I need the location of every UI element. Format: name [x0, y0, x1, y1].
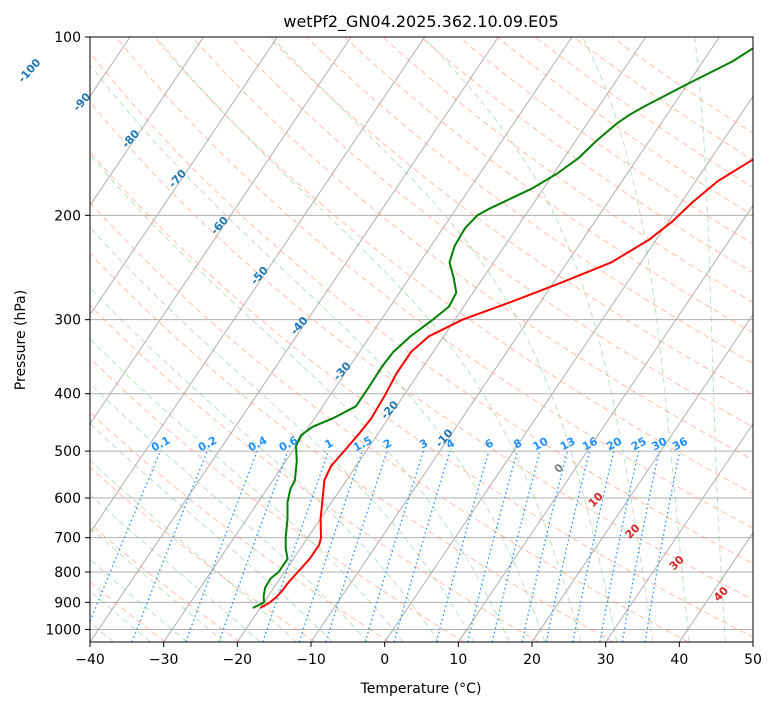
dry-adiabat-line: [90, 252, 614, 642]
moist-adiabat-line: [90, 494, 261, 642]
mixing-ratio-label: 36: [670, 435, 690, 454]
y-tick-label: 200: [54, 208, 81, 224]
moist-adiabat-line: [90, 226, 475, 642]
mixing-ratio-line: [644, 450, 681, 642]
isotherm-line: [310, 37, 720, 642]
plot-frame: [89, 36, 754, 643]
dry-adiabat-line: [90, 466, 315, 642]
dry-adiabat-line: [115, 37, 753, 529]
mixing-ratio-label: 20: [604, 435, 624, 454]
y-tick-label: 900: [54, 595, 81, 611]
y-tick-label: 400: [54, 387, 81, 403]
y-tick-label: 300: [54, 313, 81, 329]
dry-adiabat-line: [535, 37, 753, 188]
isotherm-line: [457, 204, 753, 642]
dry-adiabat-line: [268, 37, 753, 396]
dry-adiabat-line: [90, 201, 689, 642]
y-tick-label: 600: [54, 491, 81, 507]
x-tick-label: 50: [744, 652, 762, 668]
moist-adiabat-line: [90, 590, 151, 642]
isotherm-line: [605, 422, 753, 642]
y-tick-label: 800: [54, 565, 81, 581]
mixing-ratio-line: [298, 450, 364, 642]
moist-adiabat-line: [90, 526, 225, 642]
moist-adiabat-line: [90, 154, 510, 642]
dry-adiabat-line: [344, 37, 753, 334]
x-tick-label: 30: [597, 652, 615, 668]
x-tick-label: −20: [223, 652, 253, 668]
mixing-ratio-line: [262, 450, 330, 642]
mixing-ratio-line: [131, 450, 208, 642]
isotherm-line: [531, 313, 753, 642]
dewpoint-line: [252, 47, 753, 609]
background-lines: [90, 37, 753, 642]
moist-adiabat-line: [90, 422, 333, 642]
data-series: [252, 47, 753, 609]
moist-adiabat-line: [90, 64, 546, 642]
isotherm-line: [163, 37, 573, 642]
y-tick-label: 500: [54, 444, 81, 460]
dry-adiabat-line: [90, 523, 241, 642]
isotherm-line: [90, 37, 352, 425]
moist-adiabat-line: [90, 286, 439, 642]
dry-adiabat-line: [90, 357, 465, 642]
x-tick-label: 40: [670, 652, 688, 668]
isotherm-line: [384, 95, 753, 642]
dry-adiabat-line: [90, 151, 753, 638]
x-tick-label: −30: [149, 652, 179, 668]
moist-adiabat-line: [694, 37, 727, 642]
dry-adiabat-line: [90, 304, 540, 642]
mixing-ratio-label: 16: [580, 435, 600, 454]
y-axis-label: Pressure (hPa): [13, 290, 29, 390]
x-axis-label: Temperature (°C): [360, 681, 482, 697]
x-tick-label: −40: [75, 652, 105, 668]
mixing-ratio-line: [364, 450, 425, 642]
y-tick-label: 700: [54, 531, 81, 547]
isotherm-line: [90, 37, 499, 642]
moist-adiabat-line: [582, 37, 690, 642]
mixing-ratio-line: [393, 450, 451, 642]
dry-adiabat-line: [306, 37, 753, 364]
mixing-ratio-line: [572, 450, 615, 642]
mixing-ratio-label: 25: [629, 435, 649, 454]
moist-adiabat-line: [90, 382, 369, 642]
moist-adiabat-line: [90, 459, 297, 642]
dry-adiabat-line: [573, 37, 753, 161]
y-tick-label: 100: [54, 30, 81, 46]
axes: −40 −30 −20 −10 0 10 20 30 40 50 100 200 300 400 500 60…: [45, 30, 762, 668]
mixing-ratio-label: 30: [650, 435, 670, 454]
dry-adiabat-line: [90, 101, 753, 601]
mixing-ratio-line: [599, 450, 640, 642]
moist-adiabat-line: [271, 37, 618, 642]
mixing-ratio-line: [621, 450, 660, 642]
dry-adiabat-line: [90, 51, 753, 564]
mixing-ratio-line: [325, 450, 388, 642]
moist-adiabat-line: [155, 37, 582, 642]
isotherm-line: [236, 37, 647, 642]
x-tick-label: −10: [296, 652, 326, 668]
isotherm-line: [90, 37, 426, 534]
chart-title: wetPf2_GN04.2025.362.10.09.E05: [283, 12, 558, 32]
dry-adiabat-line: [496, 37, 753, 216]
temperature-line: [259, 158, 753, 609]
moist-adiabat-line: [90, 558, 188, 642]
mixing-ratio-label: 13: [558, 435, 578, 454]
isotherm-line: [678, 531, 753, 642]
mixing-ratio-label: 10: [531, 435, 551, 454]
isotherm-line: [90, 37, 278, 316]
moist-adiabat-line: [90, 338, 404, 642]
moist-adiabat-line: [423, 37, 654, 642]
dry-adiabat-line: [153, 37, 753, 495]
x-tick-label: 10: [449, 652, 467, 668]
isotherm-line: [90, 37, 205, 207]
x-tick-label: 20: [523, 652, 541, 668]
x-tick-label: 0: [380, 652, 389, 668]
y-tick-label: 1000: [45, 622, 81, 638]
